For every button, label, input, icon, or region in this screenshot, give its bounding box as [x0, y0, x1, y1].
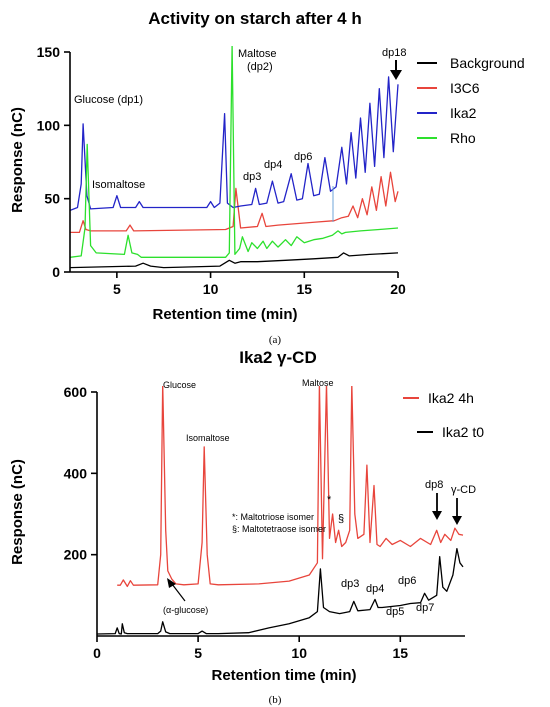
panel-b-series-ika2-t0	[97, 547, 464, 635]
panel-a-title: Activity on starch after 4 h	[148, 9, 362, 28]
annotation-isomaltose-b: Isomaltose	[186, 433, 230, 443]
annotation-maltose-dp2: (dp2)	[247, 61, 273, 73]
annotation-dp7-b: dp7	[416, 602, 434, 614]
annotation-gamma-cd: γ-CD	[451, 484, 476, 496]
panel-a-y-tick-label: 50	[44, 191, 60, 207]
annotation-dp6: dp6	[294, 151, 312, 163]
caption-b: (b)	[269, 694, 282, 706]
legend-label-ika2-4h: Ika2 4h	[428, 390, 474, 406]
panel-b-title: Ika2 γ-CD	[239, 348, 316, 367]
panel-b-x-axis-title: Retention time (min)	[212, 667, 357, 684]
annotation-maltose: Maltose	[238, 48, 277, 60]
annotation-glucose-dp1: Glucose (dp1)	[74, 94, 143, 106]
dp18-arrow-icon	[390, 60, 402, 80]
annotation-section-legend: §: Maltotetraose isomer	[232, 524, 326, 534]
dp8-arrow-icon	[432, 493, 442, 520]
panel-b-legend: Ika2 4h Ika2 t0	[403, 390, 484, 440]
panel-a-series-background	[70, 252, 399, 269]
caption-a: (a)	[269, 334, 282, 346]
annotation-dp8-b: dp8	[425, 479, 443, 491]
annotation-dp3: dp3	[243, 171, 261, 183]
panel-b-series-ika2-4h	[117, 386, 464, 588]
panel-b-x-tick-label: 15	[393, 645, 409, 661]
panel-b-chart: Ika2 γ-CD 0 5 10 15 200 400 600 Retention time…	[9, 348, 484, 706]
panel-b-y-tick-label: 600	[64, 384, 88, 400]
annotation-dp4: dp4	[264, 159, 282, 171]
legend-label-ika2-t0: Ika2 t0	[442, 424, 484, 440]
annotation-dp4-b: dp4	[366, 583, 384, 595]
panel-a-y-axis-title: Response (nC)	[9, 107, 26, 213]
annotation-dp18: dp18	[382, 47, 406, 59]
panel-a-series-rho	[70, 46, 399, 258]
panel-a-y-tick-label: 150	[37, 44, 61, 60]
panel-a-x-tick-label: 20	[390, 281, 406, 297]
panel-b-x-tick-label: 5	[194, 645, 202, 661]
alpha-glucose-arrow-icon	[167, 578, 186, 602]
annotation-maltose-b: Maltose	[302, 378, 334, 388]
panel-a-y-tick-label: 100	[37, 117, 61, 133]
panel-b-y-tick-label: 400	[64, 465, 88, 481]
legend-label-ika2: Ika2	[450, 105, 477, 121]
panel-a-x-tick-label: 5	[113, 281, 121, 297]
panel-a-x-axis-title: Retention time (min)	[153, 306, 298, 323]
panel-b-y-axis-title: Response (nC)	[9, 459, 26, 565]
panel-a-plot-area: 5 10 15 20 0 50 100 150	[37, 44, 406, 297]
annotation-isomaltose: Isomaltose	[92, 179, 145, 191]
panel-b-traces	[97, 386, 464, 635]
annotation-star-legend: *: Maltotriose isomer	[232, 512, 314, 522]
panel-b-y-tick-label: 200	[64, 547, 88, 563]
legend-label-background: Background	[450, 55, 525, 71]
panel-a-traces	[70, 46, 399, 269]
gamma-cd-arrow-icon	[452, 498, 462, 525]
panel-a-series-ika2	[70, 76, 399, 212]
annotation-alpha-glucose: (α-glucose)	[163, 605, 208, 615]
annotation-dp3-b: dp3	[341, 578, 359, 590]
panel-a-legend: Background I3C6 Ika2 Rho	[417, 55, 525, 146]
panel-a-x-tick-label: 10	[203, 281, 219, 297]
annotation-section-peak: §	[338, 513, 344, 525]
panel-a-series-i3c6	[70, 171, 399, 234]
panel-b-x-tick-label: 10	[291, 645, 307, 661]
panel-a-chart: Activity on starch after 4 h 5 10 15 20 0 50 1…	[9, 9, 525, 346]
legend-label-rho: Rho	[450, 130, 476, 146]
legend-label-i3c6: I3C6	[450, 80, 480, 96]
annotation-star-peak: *	[327, 494, 332, 506]
panel-a-x-tick-label: 15	[296, 281, 312, 297]
annotation-dp5-b: dp5	[386, 606, 404, 618]
panel-b-x-tick-label: 0	[93, 645, 101, 661]
annotation-glucose: Glucose	[163, 380, 196, 390]
panel-b-plot-area: 0 5 10 15 200 400 600	[64, 384, 465, 661]
panel-a-y-tick-label: 0	[52, 264, 60, 280]
annotation-dp6-b: dp6	[398, 575, 416, 587]
